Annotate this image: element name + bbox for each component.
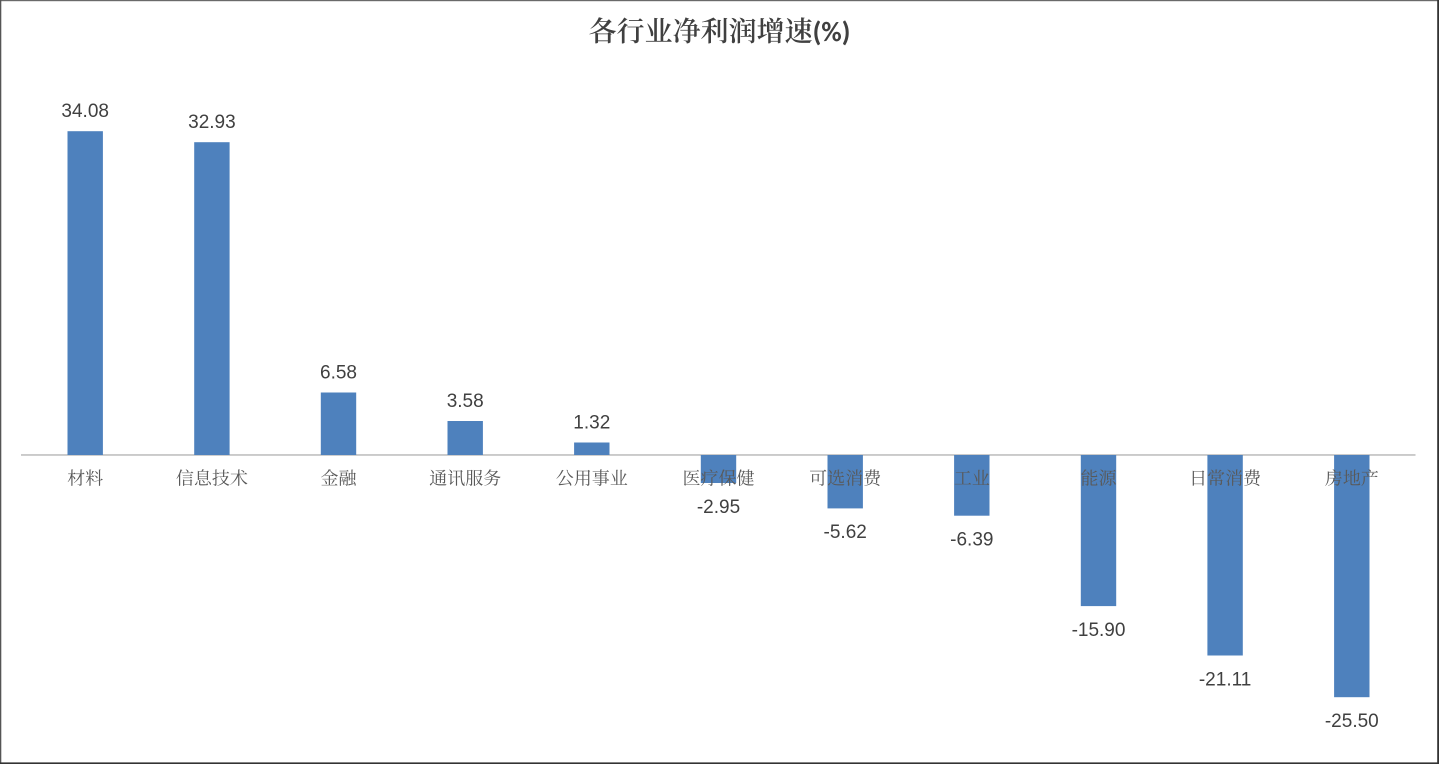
svg-text:3.58: 3.58 [447, 391, 484, 412]
svg-text:-25.50: -25.50 [1325, 711, 1379, 732]
svg-text:1.32: 1.32 [573, 413, 610, 434]
svg-text:34.08: 34.08 [61, 101, 109, 122]
svg-text:-21.11: -21.11 [1199, 669, 1251, 690]
svg-text:-2.95: -2.95 [697, 497, 740, 518]
svg-text:-6.39: -6.39 [950, 530, 993, 551]
svg-text:-5.62: -5.62 [824, 522, 867, 543]
svg-text:6.58: 6.58 [320, 363, 357, 384]
svg-text:32.93: 32.93 [188, 112, 236, 133]
svg-text:-15.90: -15.90 [1072, 620, 1126, 641]
